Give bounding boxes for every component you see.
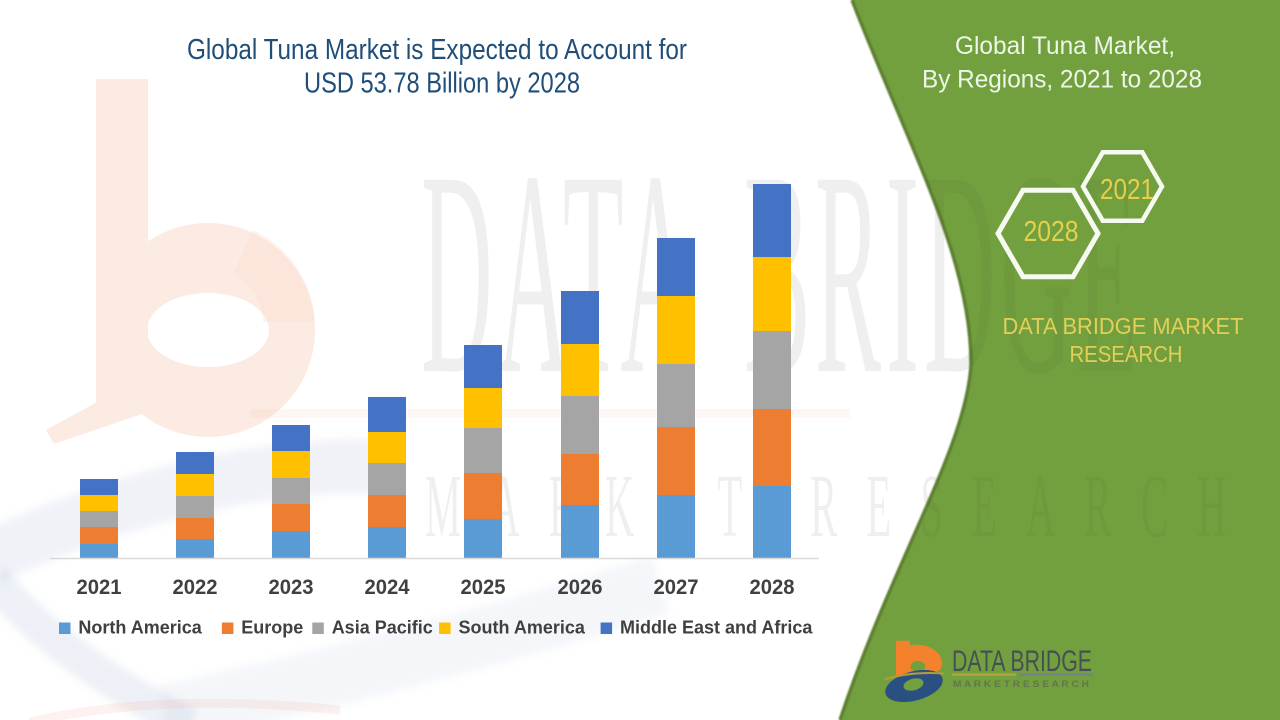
- svg-text:Global Tuna Market is Expected: Global Tuna Market is Expected to Accoun…: [187, 34, 687, 66]
- svg-text:By Regions, 2021 to 2028: By Regions, 2021 to 2028: [922, 66, 1202, 94]
- svg-text:2022: 2022: [173, 575, 218, 599]
- svg-text:2021: 2021: [77, 575, 122, 599]
- svg-text:RESEARCH: RESEARCH: [1070, 341, 1183, 367]
- svg-text:2027: 2027: [654, 575, 699, 599]
- svg-text:North America: North America: [78, 618, 202, 638]
- svg-text:Global Tuna Market,: Global Tuna Market,: [955, 32, 1175, 60]
- svg-text:South America: South America: [459, 618, 586, 638]
- svg-text:DATA BRIDGE MARKET: DATA BRIDGE MARKET: [1003, 313, 1244, 339]
- svg-text:DATA BRIDGE: DATA BRIDGE: [952, 645, 1092, 678]
- svg-text:Middle East and Africa: Middle East and Africa: [620, 618, 813, 638]
- svg-text:USD 53.78 Billion by 2028: USD 53.78 Billion by 2028: [304, 68, 580, 100]
- svg-text:2028: 2028: [750, 575, 795, 599]
- svg-text:2026: 2026: [558, 575, 603, 599]
- svg-text:Europe: Europe: [241, 618, 303, 638]
- svg-text:2025: 2025: [461, 575, 506, 599]
- svg-text:2024: 2024: [365, 575, 410, 599]
- svg-text:M A R K E T R E S E A R C H: M A R K E T R E S E A R C H: [953, 679, 1089, 690]
- svg-text:2021: 2021: [1100, 174, 1154, 206]
- svg-text:Asia Pacific: Asia Pacific: [332, 618, 433, 638]
- svg-text:2028: 2028: [1024, 216, 1079, 248]
- svg-text:2023: 2023: [269, 575, 314, 599]
